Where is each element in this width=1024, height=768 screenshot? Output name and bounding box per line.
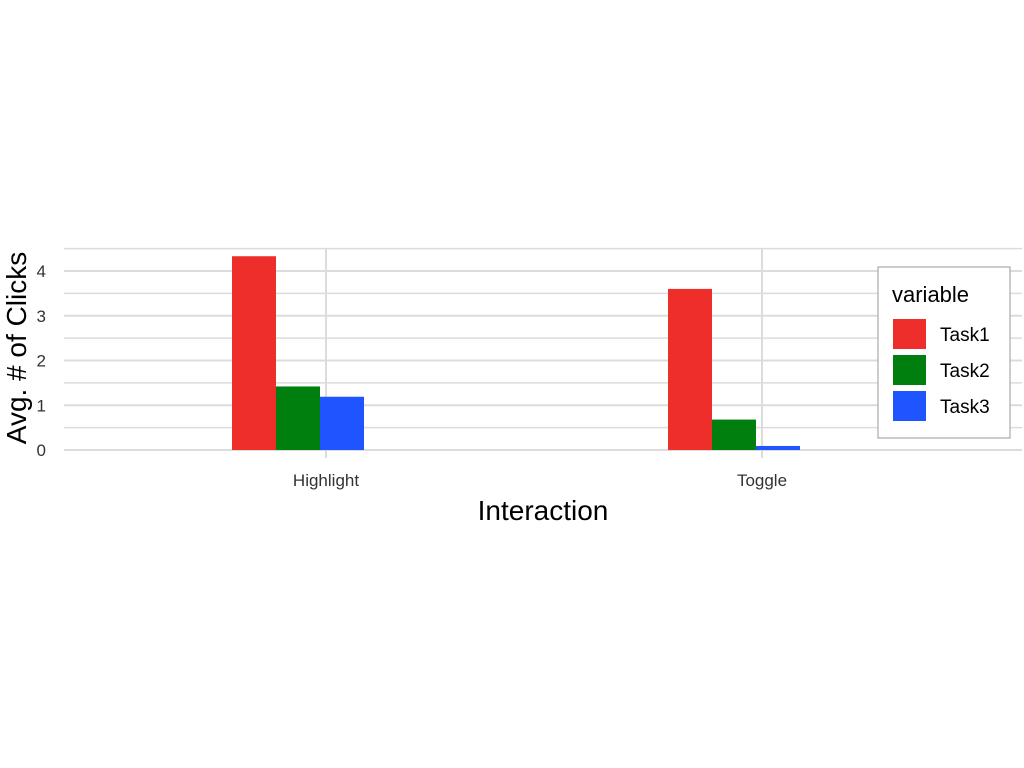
y-tick-label: 3 bbox=[37, 307, 46, 326]
legend-title: variable bbox=[892, 282, 969, 307]
y-axis-title: Avg. # of Clicks bbox=[1, 252, 32, 444]
bars bbox=[232, 256, 800, 450]
y-tick-label: 1 bbox=[37, 396, 46, 415]
legend: variable Task1 Task2 Task3 bbox=[877, 266, 1011, 439]
x-tick-label: Highlight bbox=[293, 471, 359, 490]
bar-task2-highlight bbox=[276, 386, 320, 450]
bar-task2-toggle bbox=[712, 419, 756, 450]
legend-swatch-task3 bbox=[893, 391, 926, 421]
y-tick-label: 4 bbox=[37, 262, 46, 281]
bar-task1-toggle bbox=[668, 288, 712, 450]
y-tick-label: 2 bbox=[37, 352, 46, 371]
legend-label-task3: Task3 bbox=[940, 397, 990, 418]
bar-task3-toggle bbox=[756, 445, 800, 450]
tick-labels: 0 1 2 3 4 Highlight Toggle bbox=[37, 262, 788, 490]
legend-swatch-task2 bbox=[893, 355, 926, 385]
y-tick-label: 0 bbox=[37, 441, 46, 460]
gridlines bbox=[64, 247, 1022, 458]
legend-label-task1: Task1 bbox=[940, 325, 990, 346]
legend-label-task2: Task2 bbox=[940, 361, 990, 382]
bar-task3-highlight bbox=[320, 396, 364, 450]
x-tick-label: Toggle bbox=[737, 471, 787, 490]
bar-task1-highlight bbox=[232, 256, 276, 450]
x-axis-title: Interaction bbox=[478, 495, 609, 526]
legend-swatch-task1 bbox=[893, 319, 926, 349]
